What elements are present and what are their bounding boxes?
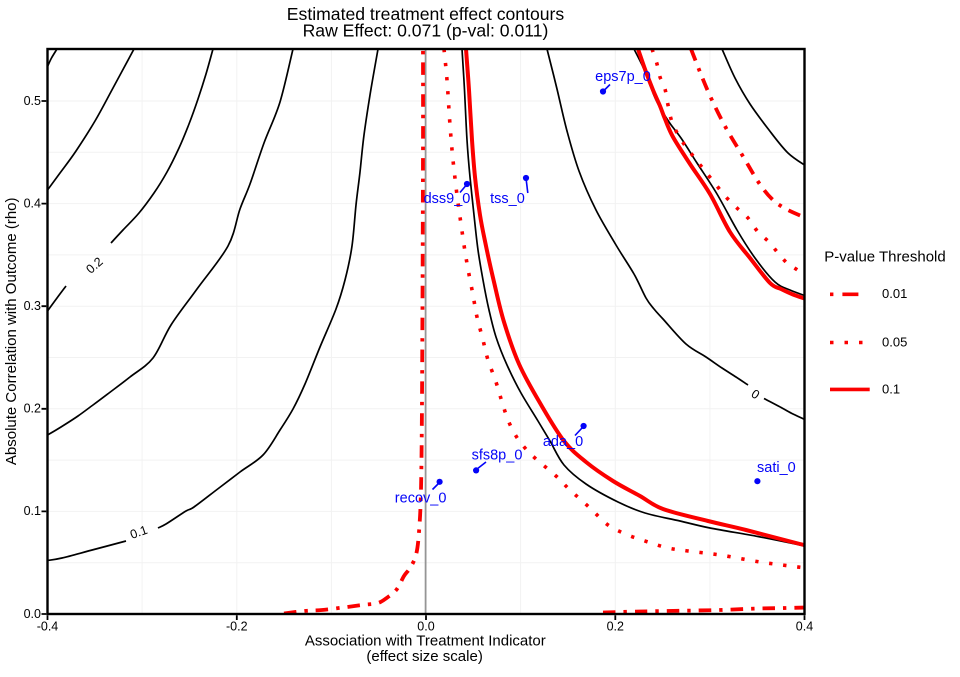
svg-text:recov_0: recov_0 (395, 491, 447, 507)
svg-text:dss9_0: dss9_0 (424, 191, 471, 207)
svg-text:eps7p_0: eps7p_0 (595, 69, 651, 85)
svg-text:0.4: 0.4 (24, 196, 41, 210)
svg-text:Association with Treatment Ind: Association with Treatment Indicator (305, 633, 546, 650)
svg-text:Absolute Correlation with Outc: Absolute Correlation with Outcome (rho) (3, 197, 20, 465)
svg-text:-0.2: -0.2 (226, 620, 248, 634)
svg-text:0.1: 0.1 (24, 504, 41, 518)
svg-text:0.0: 0.0 (417, 620, 434, 634)
svg-text:0.01: 0.01 (882, 286, 907, 301)
svg-text:0.0: 0.0 (24, 607, 41, 621)
svg-text:sati_0: sati_0 (757, 460, 796, 476)
svg-text:0.5: 0.5 (24, 94, 41, 108)
svg-text:Estimated treatment effect con: Estimated treatment effect contours (287, 4, 565, 24)
svg-text:0.3: 0.3 (24, 299, 41, 313)
svg-text:0.2: 0.2 (607, 620, 624, 634)
svg-text:sfs8p_0: sfs8p_0 (472, 448, 523, 464)
svg-text:ada_0: ada_0 (543, 434, 583, 450)
svg-text:0.4: 0.4 (796, 620, 813, 634)
svg-text:-0.4: -0.4 (37, 620, 59, 634)
svg-text:tss_0: tss_0 (490, 191, 525, 207)
svg-text:0.05: 0.05 (882, 334, 907, 349)
svg-text:Raw Effect: 0.071 (p-val: 0.01: Raw Effect: 0.071 (p-val: 0.011) (303, 21, 549, 41)
svg-text:(effect size scale): (effect size scale) (366, 648, 482, 665)
svg-text:0.2: 0.2 (24, 402, 41, 416)
svg-text:0.1: 0.1 (128, 523, 149, 542)
svg-text:0.1: 0.1 (882, 381, 900, 396)
svg-text:P-value Threshold: P-value Threshold (824, 249, 945, 266)
